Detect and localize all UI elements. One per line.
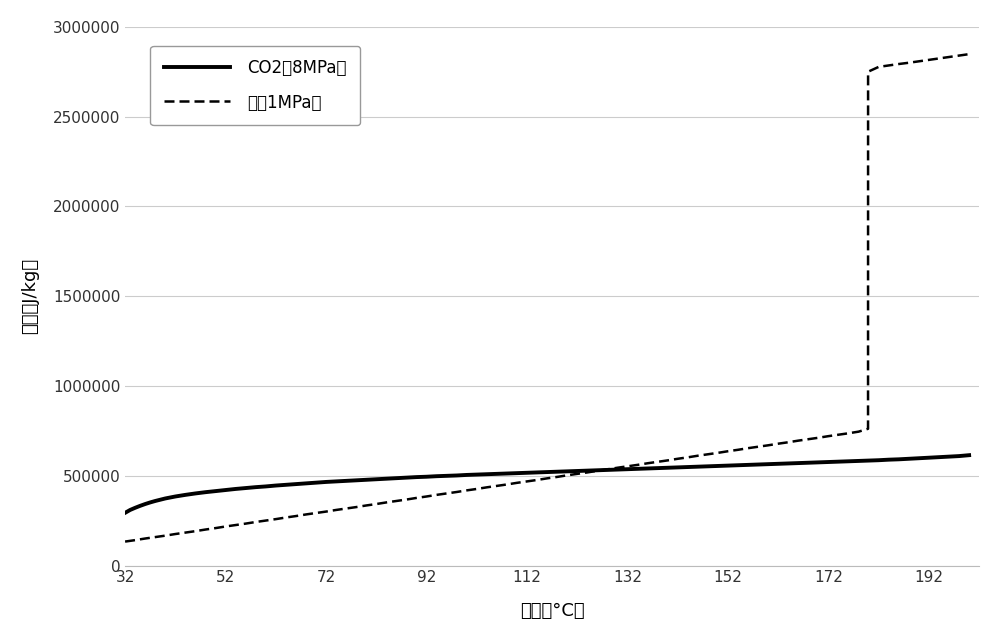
水（1MPa） xyxy=(210,524,222,532)
Line: 水（1MPa）: 水（1MPa） xyxy=(125,54,969,542)
水（1MPa） xyxy=(139,535,151,542)
CO2（8MPa） xyxy=(963,451,975,459)
CO2（8MPa） xyxy=(531,469,543,476)
Line: CO2（8MPa）: CO2（8MPa） xyxy=(125,455,969,513)
水（1MPa） xyxy=(531,476,543,484)
CO2（8MPa） xyxy=(119,509,131,517)
水（1MPa） xyxy=(772,440,784,447)
CO2（8MPa） xyxy=(863,457,875,465)
X-axis label: 温度（°C）: 温度（°C） xyxy=(520,602,584,620)
CO2（8MPa） xyxy=(189,490,201,497)
水（1MPa） xyxy=(119,538,131,545)
水（1MPa） xyxy=(843,429,855,437)
CO2（8MPa） xyxy=(421,473,433,481)
CO2（8MPa） xyxy=(169,493,181,501)
Legend: CO2（8MPa）, 水（1MPa）: CO2（8MPa）, 水（1MPa） xyxy=(150,46,360,125)
水（1MPa） xyxy=(159,532,171,540)
水（1MPa） xyxy=(963,50,975,58)
CO2（8MPa） xyxy=(260,483,272,490)
Y-axis label: 焉値（J/kg）: 焉値（J/kg） xyxy=(21,258,39,335)
